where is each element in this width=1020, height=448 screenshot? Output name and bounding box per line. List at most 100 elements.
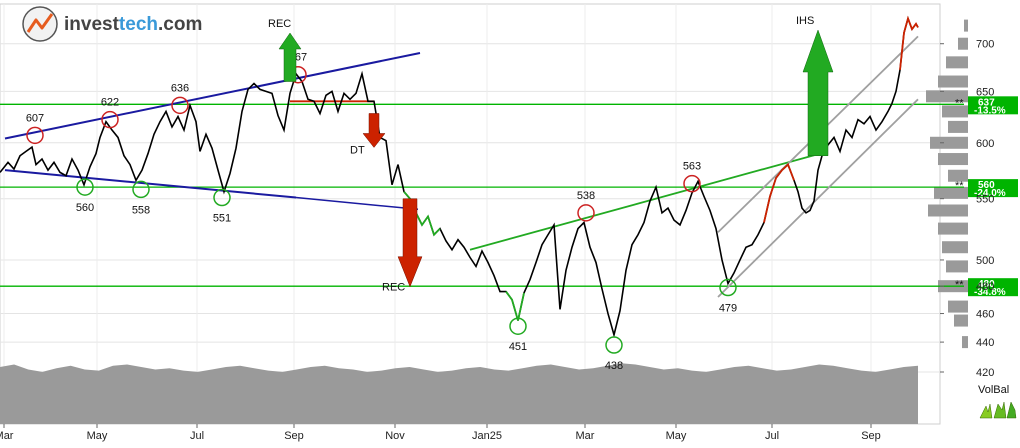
- support-circle-label: 551: [213, 213, 231, 225]
- support-star-icon: **: [955, 180, 964, 192]
- support-level-value: 560: [978, 180, 995, 191]
- support-circle-label: 558: [132, 204, 150, 216]
- histogram-bar: [938, 75, 968, 88]
- x-tick-label: Sep: [284, 430, 304, 442]
- histogram-bar: [942, 105, 968, 118]
- support-circle: [132, 180, 150, 199]
- resistance-label: 563: [683, 161, 701, 173]
- support-label-box: [968, 96, 1018, 115]
- x-tick-label: Sep: [861, 430, 881, 442]
- histogram-bar: [954, 314, 968, 327]
- lower-trend-line: [4, 169, 297, 199]
- down-arrow-icon: [362, 113, 386, 148]
- support-circle-label: 451: [509, 341, 527, 353]
- up-arrow-icon: [278, 32, 302, 82]
- x-tick-label: Jul: [765, 430, 779, 442]
- x-tick-label: May: [666, 430, 687, 442]
- price-segment-red: [899, 15, 919, 71]
- resistance-circle: [683, 174, 701, 193]
- histogram-bar: [946, 260, 968, 273]
- upper-trend-line: [4, 51, 421, 140]
- resistance-label: 622: [101, 97, 119, 109]
- price-histogram: [926, 19, 968, 349]
- signal-arrows: REC DT REC IHS: [268, 15, 834, 294]
- histogram-bar: [948, 169, 968, 182]
- resistance-circle: [171, 96, 189, 115]
- resistance-circle: [26, 126, 44, 145]
- support-circle-label: 479: [719, 303, 737, 315]
- histogram-bar: [928, 204, 968, 217]
- histogram-bar: [934, 186, 968, 199]
- lower-trend-line-ext: [295, 196, 419, 211]
- y-tick-label: 500: [976, 255, 994, 267]
- support-star-icon: **: [955, 97, 964, 109]
- x-axis: Mar May Jul Sep Nov Jan25 Mar May Jul Sep: [0, 424, 881, 442]
- invesstech-logo: investtech.com: [22, 6, 202, 42]
- histogram-bar: [938, 222, 968, 235]
- histogram-bar: [962, 336, 968, 349]
- histogram-bar: [942, 241, 968, 254]
- support-level-value: 480: [978, 279, 995, 290]
- resistance-circle: [577, 204, 595, 222]
- support-circle: [605, 336, 623, 354]
- x-tick-label: Mar: [576, 430, 595, 442]
- y-tick-label: 550: [976, 194, 994, 206]
- y-tick-label: 650: [976, 86, 994, 98]
- histogram-bar: [958, 37, 968, 50]
- support-circle-label: 560: [76, 202, 94, 214]
- support-circle: [719, 278, 737, 297]
- volume-fill: [0, 363, 918, 424]
- histogram-bar: [938, 153, 968, 166]
- resistance-label: 538: [577, 190, 595, 202]
- arrow-label: REC: [268, 18, 291, 30]
- price-segment-green: [505, 291, 525, 321]
- histogram-bar: [964, 19, 968, 32]
- channel-lower-line: [717, 98, 919, 298]
- support-label-box: [968, 278, 1018, 297]
- y-tick-label: 460: [976, 309, 994, 321]
- price-segment-red: [763, 163, 795, 223]
- x-tick-label: Jul: [190, 430, 204, 442]
- x-tick-label: Nov: [385, 430, 405, 442]
- x-tick-label: Jan25: [472, 430, 502, 442]
- support-level-value: 637: [978, 97, 995, 108]
- volbal-label: VolBal: [978, 384, 1009, 396]
- down-arrow-icon: [397, 198, 423, 288]
- up-arrow-icon: [802, 29, 834, 157]
- resistance-circle: [101, 110, 119, 129]
- support-star-icon: **: [955, 279, 964, 291]
- histogram-bar: [930, 136, 968, 149]
- grid: [0, 3, 941, 425]
- rising-trend-line: [469, 152, 821, 251]
- price-series: [0, 15, 919, 338]
- volbal-arrows-icon: [979, 401, 1017, 419]
- y-tick-label: 600: [976, 138, 994, 150]
- logo-part2: tech: [119, 14, 158, 35]
- histogram-bar: [948, 300, 968, 313]
- support-level-pct: -24.0%: [974, 188, 1006, 199]
- support-circle-label: 438: [605, 360, 623, 372]
- y-tick-label: 420: [976, 367, 994, 379]
- x-tick-label: May: [87, 430, 108, 442]
- y-tick-label: 700: [976, 39, 994, 51]
- svg-text:investtech.com: investtech.com: [64, 14, 202, 35]
- support-level-pct: -13.5%: [974, 105, 1006, 116]
- volume-area: [0, 363, 918, 424]
- histogram-bar: [926, 90, 968, 103]
- arrow-label: REC: [382, 282, 405, 294]
- arrow-label: DT: [350, 144, 365, 156]
- support-circle: [509, 317, 527, 335]
- support-lines: 637-13.5%**560-24.0%**480-34.8%**: [0, 96, 1018, 298]
- y-tick-label: 480: [976, 281, 994, 293]
- support-circle: [213, 188, 231, 207]
- resistance-label: 636: [171, 82, 189, 94]
- support-level-pct: -34.8%: [974, 287, 1006, 298]
- support-circle: [76, 178, 94, 196]
- histogram-bar: [948, 120, 968, 133]
- y-axis: 420 440 460 480 500 550 600 650 700: [940, 39, 994, 379]
- logo-part1: invest: [64, 14, 120, 35]
- support-label-box: [968, 179, 1018, 198]
- resistance-label: 607: [26, 112, 44, 124]
